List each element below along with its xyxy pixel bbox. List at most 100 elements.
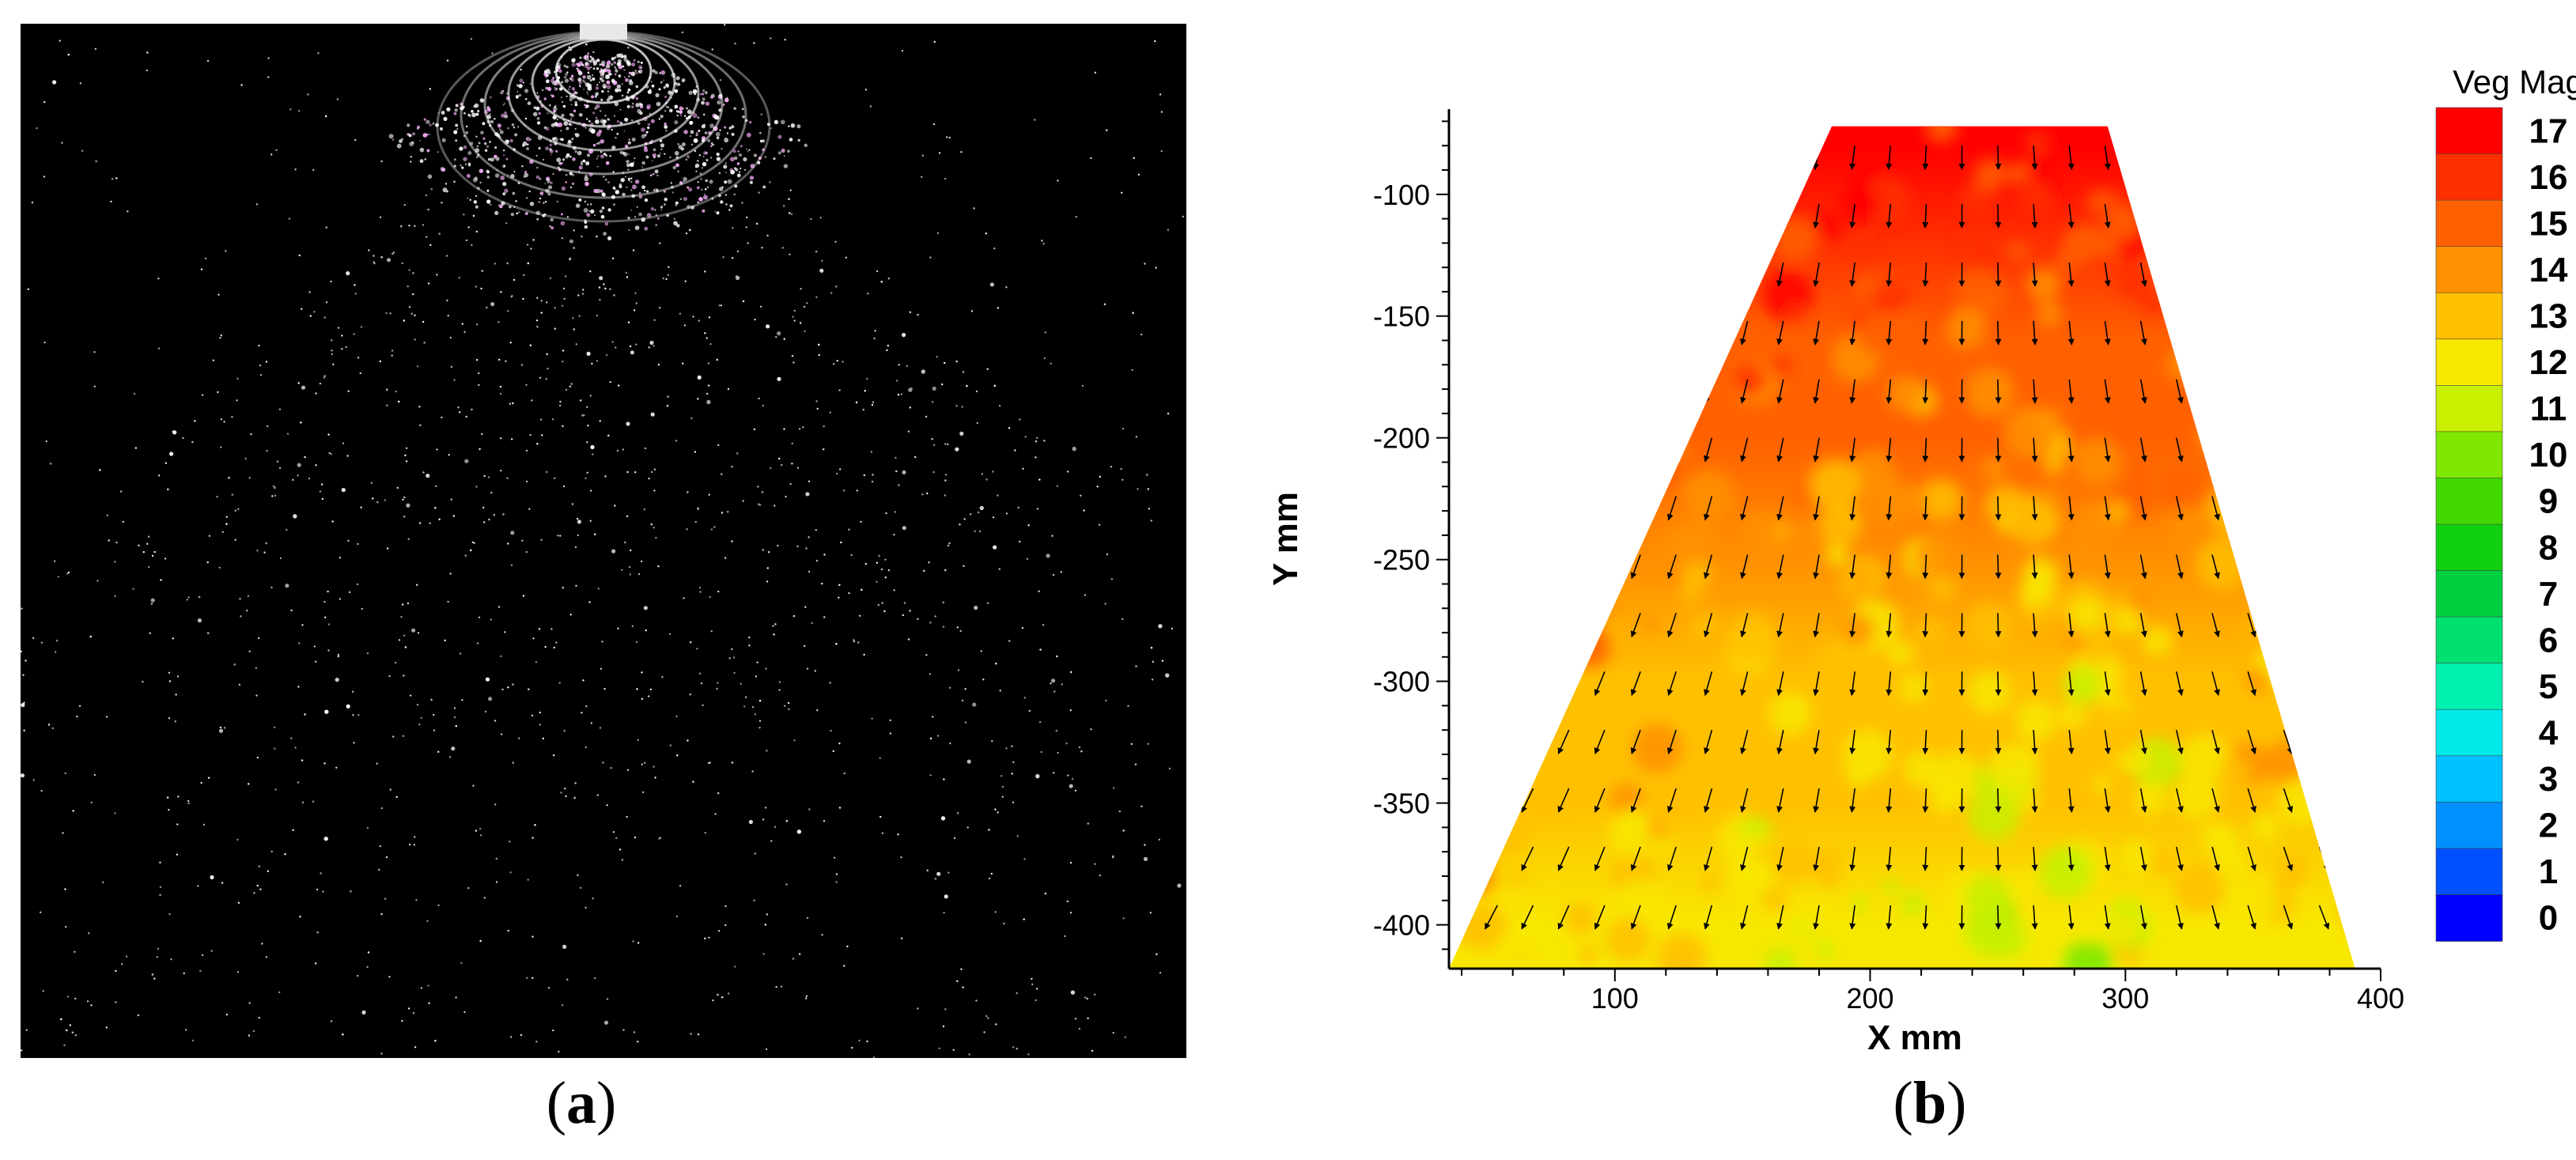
spray-droplet	[1147, 742, 1150, 745]
spray-droplet	[1121, 191, 1123, 194]
spray-droplet	[850, 554, 853, 557]
contour-blob	[1772, 216, 1818, 262]
spray-droplet	[591, 74, 594, 76]
spray-droplet	[700, 178, 702, 180]
spray-droplet	[218, 566, 221, 569]
spray-droplet	[176, 853, 179, 856]
spray-droplet	[585, 161, 590, 166]
contour-blob	[2026, 151, 2053, 179]
spray-droplet	[800, 288, 802, 290]
spray-droplet	[299, 916, 301, 918]
spray-droplet	[902, 526, 906, 531]
spray-droplet	[95, 160, 97, 163]
spray-droplet	[233, 663, 236, 666]
spray-droplet	[687, 109, 692, 115]
spray-droplet	[552, 172, 554, 176]
x-tick-label: 300	[2101, 982, 2149, 1015]
spray-droplet	[698, 116, 700, 119]
spray-droplet	[880, 281, 883, 283]
contour-blob	[2173, 774, 2220, 820]
spray-droplet	[641, 763, 643, 765]
spray-droplet	[569, 85, 571, 89]
spray-droplet	[578, 198, 582, 202]
spray-droplet	[793, 739, 796, 742]
spray-droplet	[297, 463, 301, 467]
spray-droplet	[197, 885, 199, 887]
spray-droplet	[23, 729, 25, 732]
spray-droplet	[789, 138, 793, 142]
contour-blob	[1886, 374, 1924, 414]
velocity-vector	[1740, 496, 1749, 521]
velocity-vector	[2247, 379, 2256, 404]
spray-droplet	[461, 323, 463, 325]
spray-droplet	[1150, 520, 1153, 522]
velocity-vector	[1449, 788, 1462, 813]
spray-droplet	[962, 986, 964, 988]
nozzle	[580, 24, 627, 40]
contour-blob	[1722, 179, 1774, 232]
spray-droplet	[596, 157, 599, 160]
spray-droplet	[697, 398, 699, 400]
spray-droplet	[791, 442, 793, 445]
velocity-vector	[2104, 320, 2111, 346]
spray-droplet	[236, 377, 239, 380]
spray-droplet	[612, 171, 615, 173]
spray-droplet	[518, 211, 520, 213]
spray-droplet	[548, 104, 551, 107]
spray-droplet	[500, 655, 502, 658]
spray-droplet	[475, 829, 478, 832]
contour-blob	[1449, 818, 1490, 865]
spray-droplet	[589, 79, 592, 81]
spray-droplet	[484, 710, 487, 713]
spray-droplet	[580, 399, 582, 402]
spray-droplet	[796, 124, 801, 129]
spray-droplet	[352, 714, 354, 716]
contour-blob	[1451, 509, 1491, 550]
velocity-vector	[2283, 788, 2294, 813]
spray-droplet	[758, 700, 762, 702]
spray-droplet	[1034, 119, 1036, 121]
spray-droplet	[420, 987, 423, 989]
spray-droplet	[480, 287, 482, 290]
spray-droplet	[806, 302, 808, 304]
spray-droplet	[507, 310, 509, 312]
spray-droplet	[525, 550, 528, 554]
spray-droplet	[698, 319, 700, 322]
spray-droplet	[673, 217, 675, 220]
spray-droplet	[701, 100, 705, 105]
spray-droplet	[592, 77, 596, 81]
spray-droplet	[554, 477, 556, 479]
spray-droplet	[1012, 1046, 1015, 1049]
spray-droplet	[798, 428, 801, 430]
spray-droplet	[621, 83, 623, 85]
spray-droplet	[590, 722, 593, 724]
spray-droplet	[709, 123, 714, 129]
spray-droplet	[585, 118, 588, 120]
spray-droplet	[934, 615, 936, 618]
spray-droplet	[1036, 508, 1039, 510]
spray-droplet	[709, 761, 712, 764]
spray-droplet	[650, 523, 653, 526]
spray-droplet	[552, 1029, 554, 1032]
caption-a: (a)	[546, 1070, 617, 1136]
spray-droplet	[758, 720, 762, 722]
contour-blob	[1577, 364, 1629, 415]
spray-droplet	[447, 600, 449, 603]
spray-droplet	[278, 408, 282, 410]
velocity-vector	[1886, 320, 1893, 346]
velocity-vector	[1449, 437, 1462, 463]
spray-droplet	[546, 81, 548, 83]
spray-droplet	[133, 392, 136, 395]
spray-droplet	[897, 833, 899, 836]
spray-droplet	[747, 150, 749, 153]
spray-droplet	[490, 157, 494, 162]
spray-droplet	[499, 392, 502, 395]
spray-droplet	[426, 920, 429, 923]
spray-droplet	[655, 224, 657, 226]
spray-droplet	[925, 415, 928, 418]
spray-droplet	[814, 670, 816, 672]
contour-blob	[1464, 541, 1515, 592]
spray-droplet	[627, 88, 631, 92]
spray-droplet	[659, 307, 661, 309]
spray-droplet	[718, 187, 724, 191]
